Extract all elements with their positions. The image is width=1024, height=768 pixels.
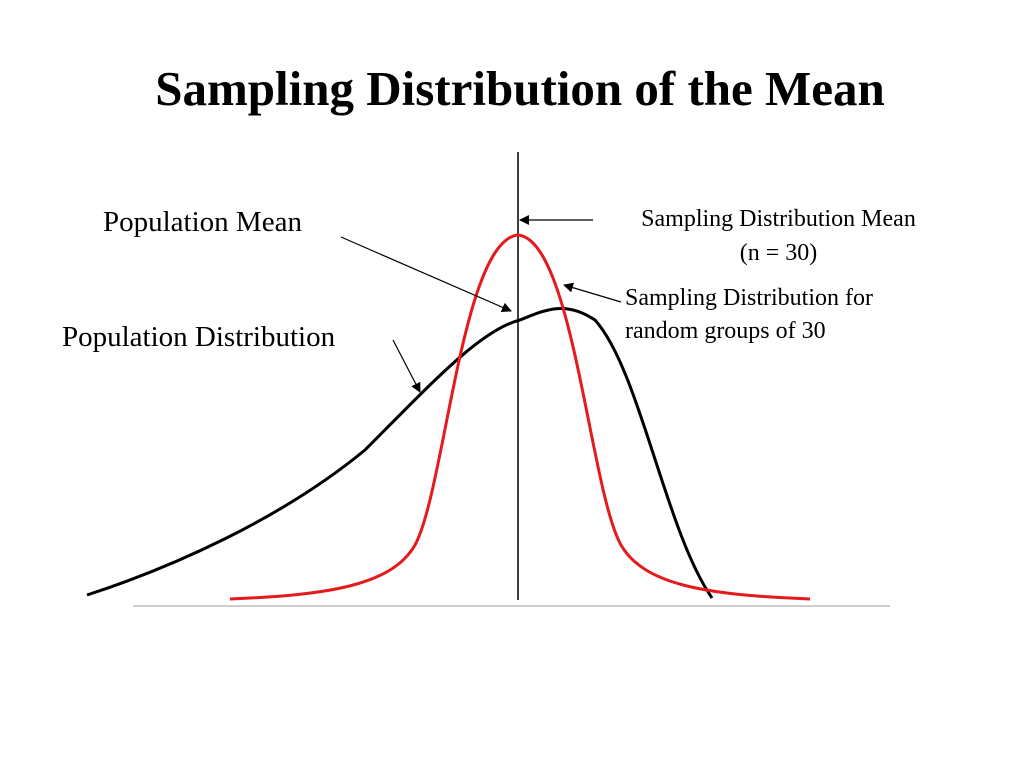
sampling-distribution-curve xyxy=(229,233,811,601)
population-distribution-curve xyxy=(86,306,714,599)
population-mean-arrow xyxy=(340,236,512,312)
slide-title: Sampling Distribution of the Mean xyxy=(155,61,885,116)
sampling-distribution-arrow xyxy=(563,282,622,303)
population-distribution-arrow xyxy=(392,339,421,393)
sampling-distribution-label: Sampling Distribution for random groups … xyxy=(625,285,873,345)
sampling-distribution-label-line2: random groups of 30 xyxy=(625,317,826,344)
population-mean-label: Population Mean xyxy=(103,206,302,238)
sampling-mean-label-line1: Sampling Distribution Mean xyxy=(641,206,916,232)
population-distribution-label: Population Distribution xyxy=(62,321,336,353)
sampling-mean-label: Sampling Distribution Mean (n = 30) xyxy=(615,206,942,267)
sampling-mean-label-line2: (n = 30) xyxy=(739,239,818,266)
sampling-distribution-label-line1: Sampling Distribution for xyxy=(625,285,873,311)
